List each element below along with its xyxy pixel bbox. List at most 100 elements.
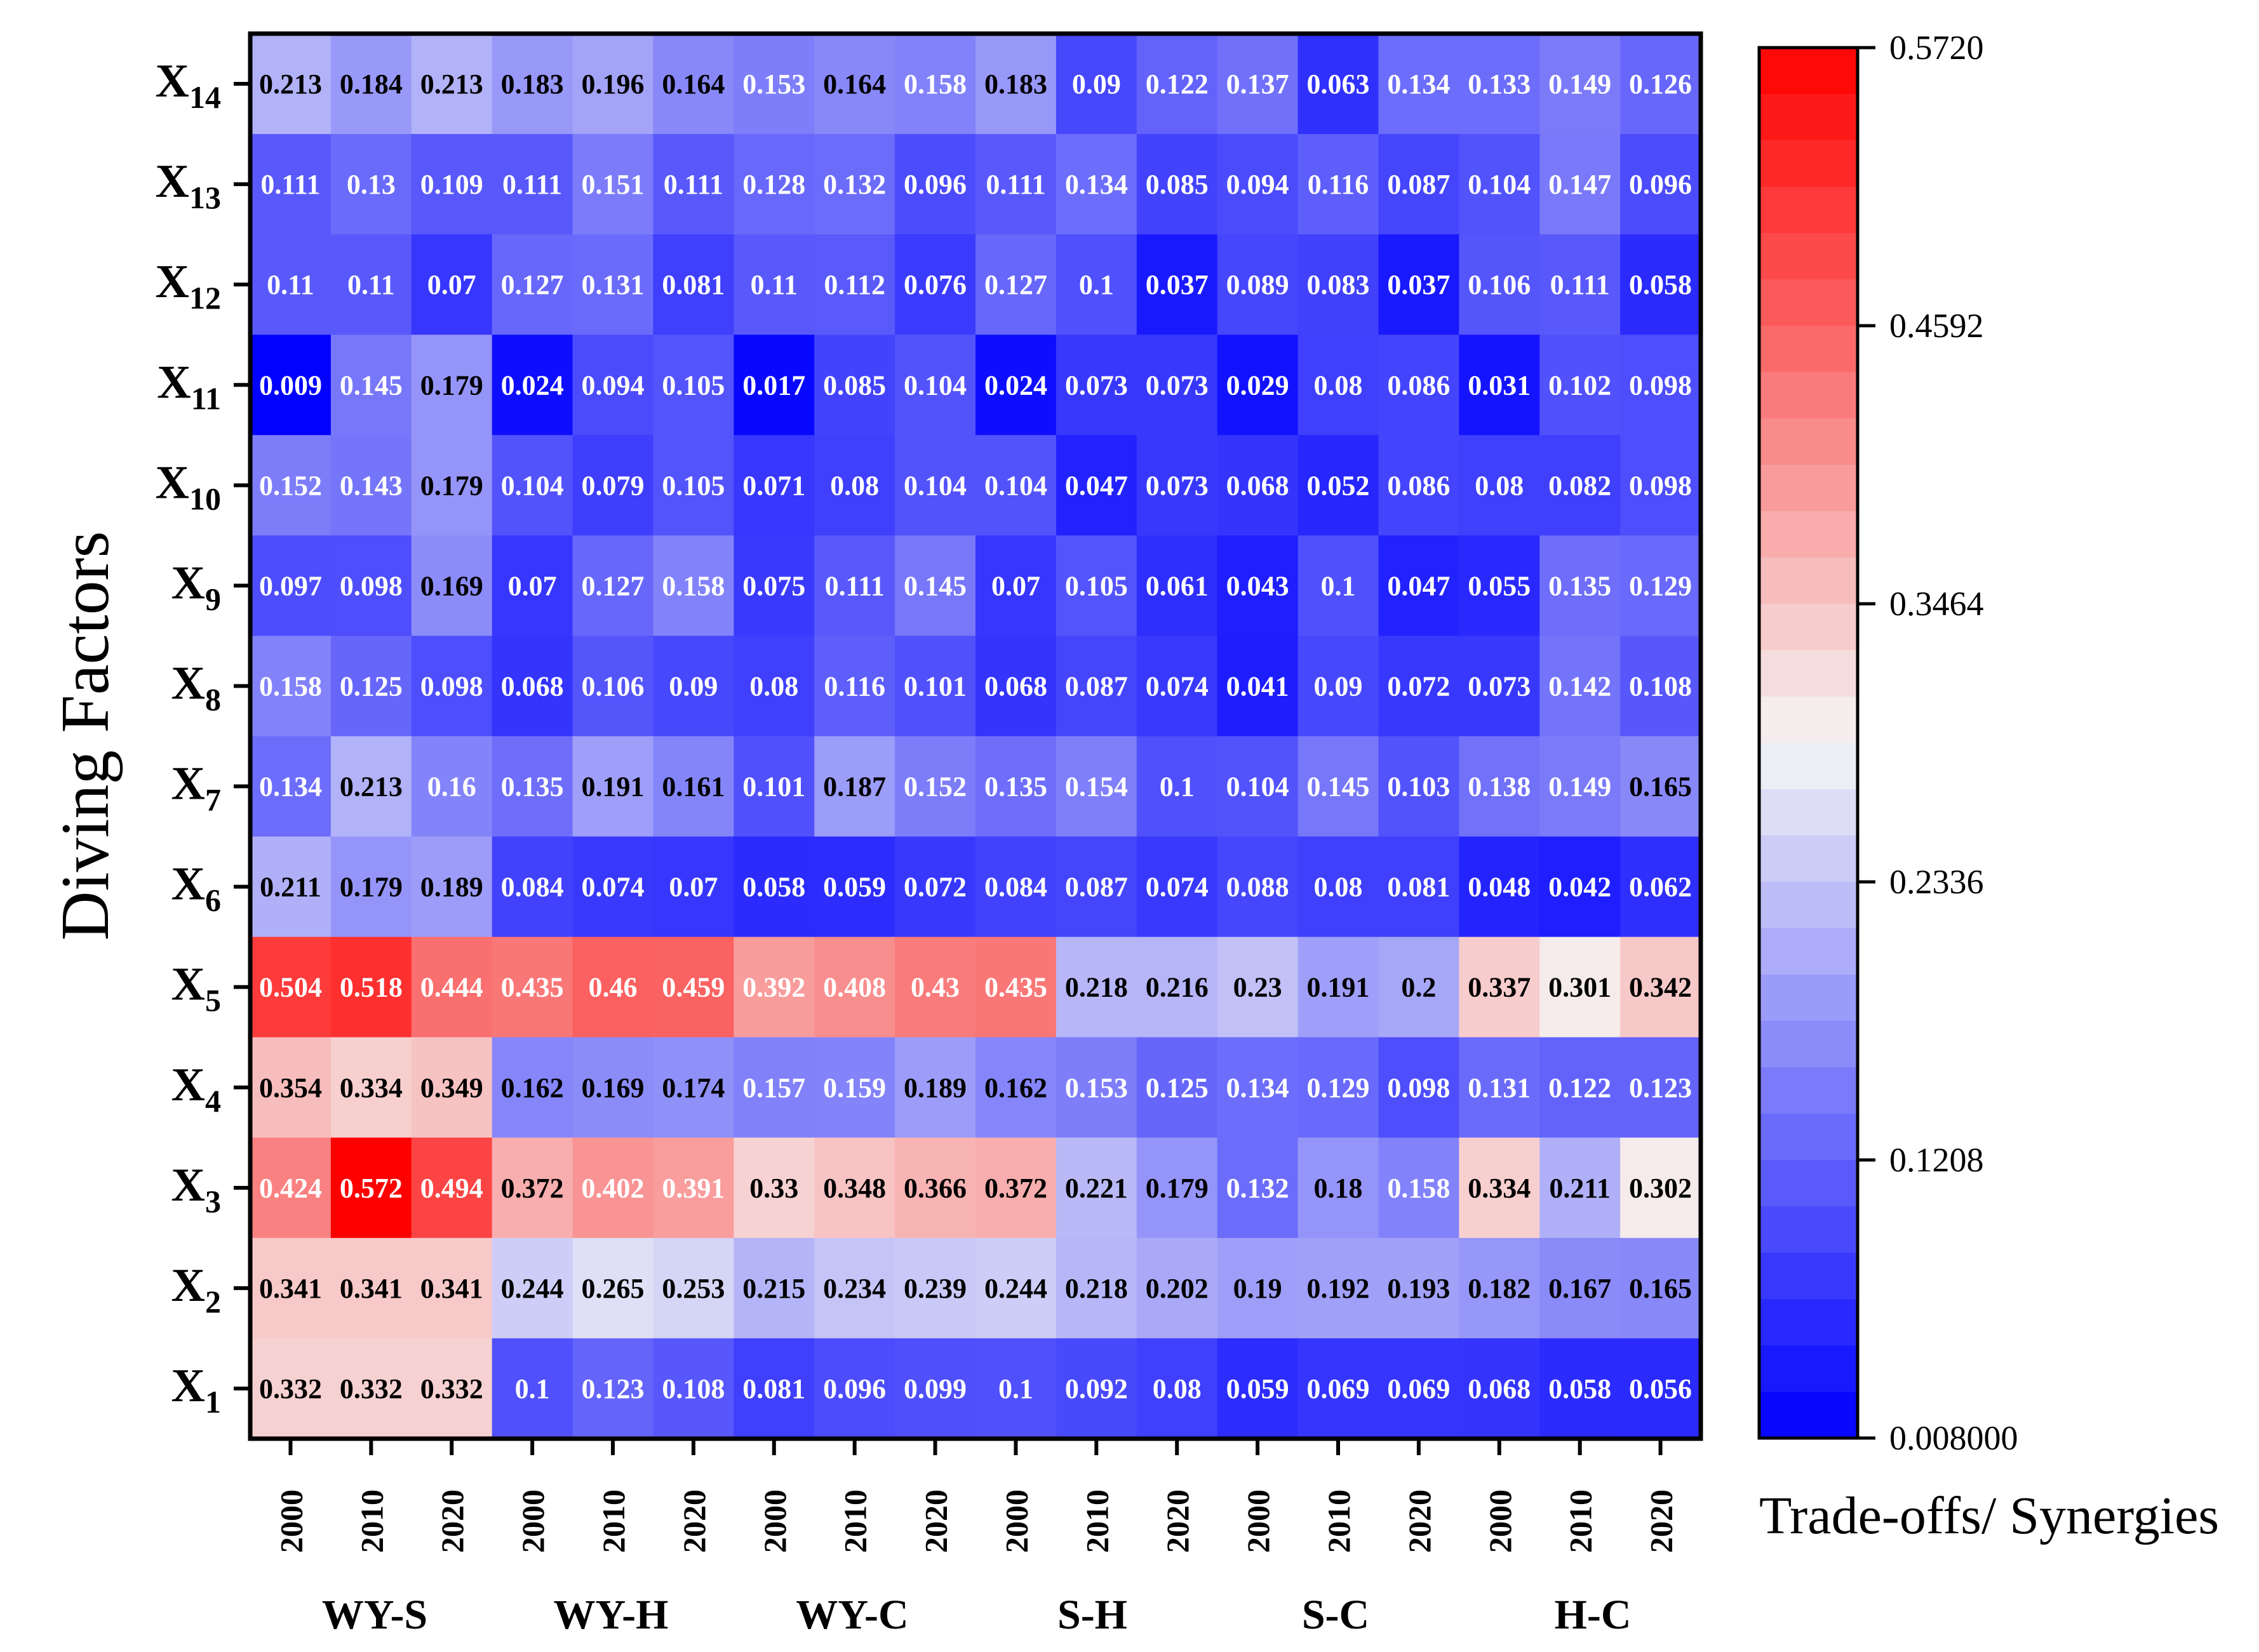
cell-value-label: 0.07 xyxy=(427,269,476,300)
heatmap-cell xyxy=(330,1037,412,1138)
cell-value-label: 0.213 xyxy=(340,771,403,803)
cell-value-label: 0.127 xyxy=(984,269,1047,300)
cell-value-label: 0.116 xyxy=(824,670,885,702)
heatmap-cell xyxy=(1539,335,1621,436)
cell-value-label: 0.167 xyxy=(1548,1273,1611,1304)
heatmap-cell xyxy=(572,535,654,637)
heatmap-cell xyxy=(330,435,412,536)
heatmap-cell xyxy=(975,1338,1057,1439)
heatmap-cell xyxy=(572,1137,654,1239)
heatmap-cell xyxy=(1297,435,1379,536)
heatmap-cell xyxy=(411,1037,493,1138)
heatmap-cell xyxy=(653,335,734,436)
cell-value-label: 0.102 xyxy=(1548,370,1611,401)
heatmap-cell xyxy=(1378,435,1459,536)
cell-value-label: 0.218 xyxy=(1065,1273,1128,1304)
x-tick-label: 2010 xyxy=(596,1489,631,1553)
cell-value-label: 0.33 xyxy=(749,1173,798,1204)
y-tick-label: X6 xyxy=(171,858,221,918)
y-tick-label: X10 xyxy=(156,456,221,516)
cell-value-label: 0.46 xyxy=(589,972,638,1003)
heatmap-cell xyxy=(653,535,734,637)
cell-value-label: 0.184 xyxy=(340,69,403,100)
heatmap-cell xyxy=(250,435,332,536)
cell-value-label: 0.09 xyxy=(669,670,718,702)
heatmap-cell xyxy=(814,1237,895,1339)
cell-value-label: 0.158 xyxy=(662,570,725,601)
heatmap-cell xyxy=(330,1338,412,1439)
heatmap-cell xyxy=(1378,335,1459,436)
cell-value-label: 0.424 xyxy=(259,1173,322,1204)
heatmap-cell xyxy=(1620,836,1701,938)
heatmap-cell xyxy=(895,435,976,536)
colorbar-swatch xyxy=(1759,1206,1858,1253)
cell-value-label: 0.162 xyxy=(501,1072,564,1103)
cell-value-label: 0.213 xyxy=(259,69,322,100)
cell-value-label: 0.089 xyxy=(1226,269,1289,300)
x-tick-label: 2000 xyxy=(1240,1489,1276,1553)
y-tick-label: X2 xyxy=(171,1260,221,1319)
cell-value-label: 0.23 xyxy=(1233,972,1282,1003)
cell-value-label: 0.098 xyxy=(420,670,483,702)
cell-value-label: 0.179 xyxy=(420,370,483,401)
cell-value-label: 0.061 xyxy=(1146,570,1209,601)
heatmap-cell xyxy=(1297,535,1379,637)
cell-value-label: 0.106 xyxy=(582,670,645,702)
cell-value-label: 0.047 xyxy=(1387,570,1450,601)
heatmap-cell xyxy=(492,335,573,436)
cell-value-label: 0.105 xyxy=(662,370,725,401)
cell-value-label: 0.152 xyxy=(904,771,967,803)
colorbar-tick-label: 0.1208 xyxy=(1889,1141,1984,1179)
heatmap-cell xyxy=(1056,636,1137,737)
cell-value-label: 0.096 xyxy=(823,1373,886,1404)
cell-value-label: 0.104 xyxy=(501,470,564,501)
heatmap-cell xyxy=(250,1037,332,1138)
cell-value-label: 0.029 xyxy=(1226,370,1289,401)
heatmap-cell xyxy=(1378,1137,1459,1239)
cell-value-label: 0.43 xyxy=(911,972,960,1003)
heatmap-cell xyxy=(734,34,815,135)
heatmap-cell xyxy=(250,234,332,335)
heatmap-cell xyxy=(1620,1338,1701,1439)
heatmap-cell xyxy=(1459,435,1540,536)
heatmap-cell xyxy=(492,936,573,1038)
colorbar-swatch xyxy=(1759,94,1858,141)
cell-value-label: 0.179 xyxy=(420,470,483,501)
heatmap-cell xyxy=(1217,1037,1299,1138)
heatmap-cell xyxy=(411,636,493,737)
cell-value-label: 0.068 xyxy=(1226,470,1289,501)
heatmap-cell xyxy=(895,1037,976,1138)
heatmap-cell xyxy=(653,936,734,1038)
cell-value-label: 0.098 xyxy=(1629,370,1692,401)
heatmap-cell xyxy=(653,736,734,837)
cell-value-label: 0.189 xyxy=(904,1072,967,1103)
cell-value-label: 0.056 xyxy=(1629,1373,1692,1404)
heatmap-cell xyxy=(330,636,412,737)
heatmap-cell xyxy=(1539,134,1621,235)
cell-value-label: 0.041 xyxy=(1226,670,1289,702)
cell-value-label: 0.158 xyxy=(259,670,322,702)
cell-value-label: 0.081 xyxy=(662,269,725,300)
cell-value-label: 0.459 xyxy=(662,972,725,1003)
heatmap-cell xyxy=(895,1237,976,1339)
x-tick-label: 2020 xyxy=(676,1489,712,1553)
heatmap-cell xyxy=(734,736,815,837)
heatmap-cell xyxy=(975,736,1057,837)
heatmap-cell xyxy=(1459,1037,1540,1138)
heatmap-cell xyxy=(975,936,1057,1038)
colorbar-swatch xyxy=(1759,187,1858,234)
x-tick-label: 2000 xyxy=(757,1489,793,1553)
colorbar-frame xyxy=(1757,46,1860,1440)
heatmap-cell xyxy=(1136,435,1218,536)
heatmap-cell xyxy=(734,1137,815,1239)
colorbar-swatch xyxy=(1759,1299,1858,1346)
heatmap-cell xyxy=(1217,435,1299,536)
cell-value-label: 0.037 xyxy=(1387,269,1450,300)
x-tick-label: 2010 xyxy=(1563,1489,1599,1553)
cell-value-label: 0.072 xyxy=(1387,670,1450,702)
heatmap-cell xyxy=(411,936,493,1038)
colorbar-swatch xyxy=(1759,836,1858,883)
cell-value-label: 0.073 xyxy=(1468,670,1531,702)
cell-value-label: 0.081 xyxy=(742,1373,805,1404)
cell-value-label: 0.158 xyxy=(904,69,967,100)
